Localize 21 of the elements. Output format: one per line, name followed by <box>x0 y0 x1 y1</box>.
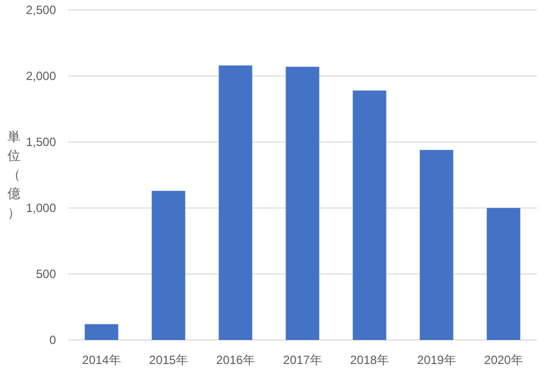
bar <box>152 190 186 340</box>
y-tick-label: 2,500 <box>26 3 56 17</box>
x-tick-label: 2017年 <box>283 353 322 367</box>
bar <box>420 150 454 340</box>
y-tick-label: 500 <box>36 267 56 281</box>
bar <box>218 65 252 340</box>
y-tick-label: 1,500 <box>26 135 56 149</box>
x-tick-label: 2016年 <box>216 353 255 367</box>
x-tick-label: 2015年 <box>149 353 188 367</box>
y-tick-label: 1,000 <box>26 201 56 215</box>
x-tick-label: 2020年 <box>484 353 523 367</box>
y-axis-title: 単位（億） <box>8 129 20 220</box>
bar <box>84 324 118 340</box>
y-tick-label: 2,000 <box>26 69 56 83</box>
bar <box>486 208 520 340</box>
x-tick-label: 2019年 <box>417 353 456 367</box>
y-tick-label: 0 <box>49 333 56 347</box>
x-tick-label: 2014年 <box>82 353 121 367</box>
bar <box>352 90 386 340</box>
x-tick-label: 2018年 <box>350 353 389 367</box>
bar <box>286 66 320 340</box>
